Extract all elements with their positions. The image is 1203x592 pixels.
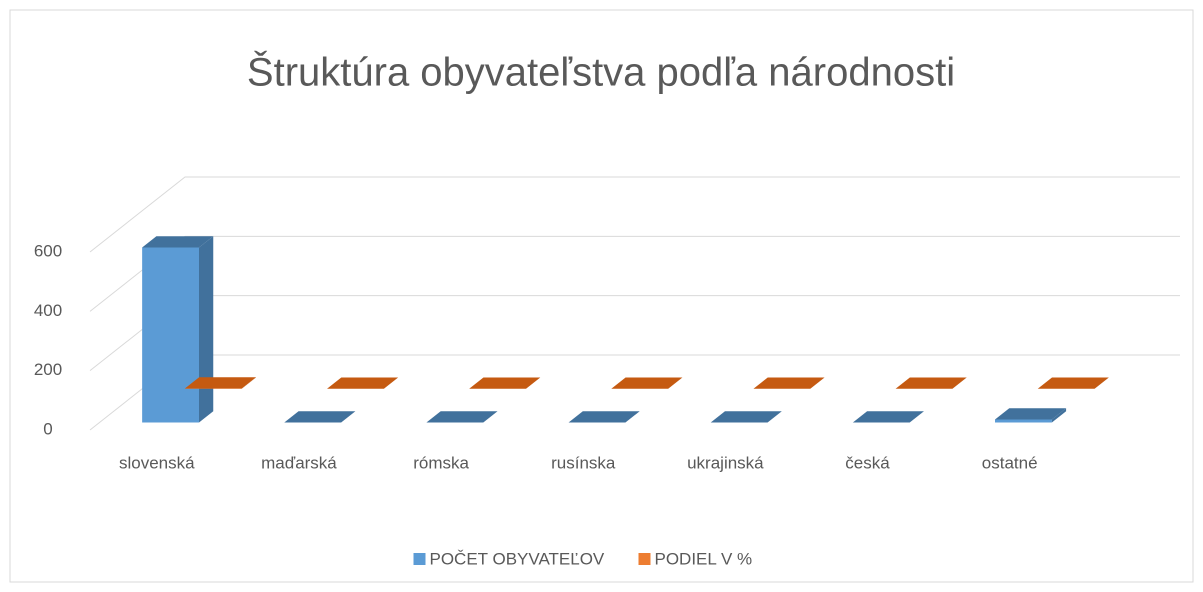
y-tick-label: 0 bbox=[43, 419, 52, 438]
bar-top bbox=[710, 411, 782, 423]
bar-top bbox=[753, 377, 825, 389]
bar-front bbox=[995, 419, 1052, 423]
legend-label: PODIEL V % bbox=[655, 549, 753, 568]
legend-swatch bbox=[638, 553, 651, 565]
x-tick-label: slovenská bbox=[119, 453, 195, 472]
bar-top bbox=[284, 411, 356, 423]
bar-top bbox=[142, 236, 214, 248]
y-tick-label: 200 bbox=[34, 360, 62, 379]
bar-side bbox=[241, 377, 256, 389]
x-tick-label: rusínska bbox=[551, 453, 616, 472]
x-tick-label: česká bbox=[845, 453, 890, 472]
x-tick-label: maďarská bbox=[261, 453, 337, 472]
bar-top bbox=[184, 377, 256, 389]
y-tick-label: 600 bbox=[34, 241, 62, 260]
bar-side bbox=[199, 236, 214, 423]
x-tick-label: ukrajinská bbox=[687, 453, 764, 472]
bar-front bbox=[142, 247, 199, 423]
bar-top bbox=[611, 377, 683, 389]
x-tick-label: rómska bbox=[413, 453, 469, 472]
bar-top bbox=[568, 411, 640, 423]
bar-top bbox=[895, 377, 967, 389]
y-tick-label: 400 bbox=[34, 301, 62, 320]
bar-side bbox=[1051, 408, 1067, 423]
bar-top bbox=[1037, 377, 1109, 389]
bar-top bbox=[852, 411, 924, 423]
bar-top bbox=[995, 408, 1067, 420]
grid-line bbox=[89, 176, 1180, 253]
chart-title: Štruktúra obyvateľstva podľa národnosti bbox=[247, 50, 955, 95]
bar-top bbox=[327, 377, 399, 389]
legend-label: POČET OBYVATEĽOV bbox=[430, 549, 605, 568]
bar-top bbox=[426, 411, 498, 423]
legend-swatch bbox=[413, 553, 426, 565]
bar-top bbox=[469, 377, 541, 389]
x-tick-label: ostatné bbox=[982, 453, 1038, 472]
